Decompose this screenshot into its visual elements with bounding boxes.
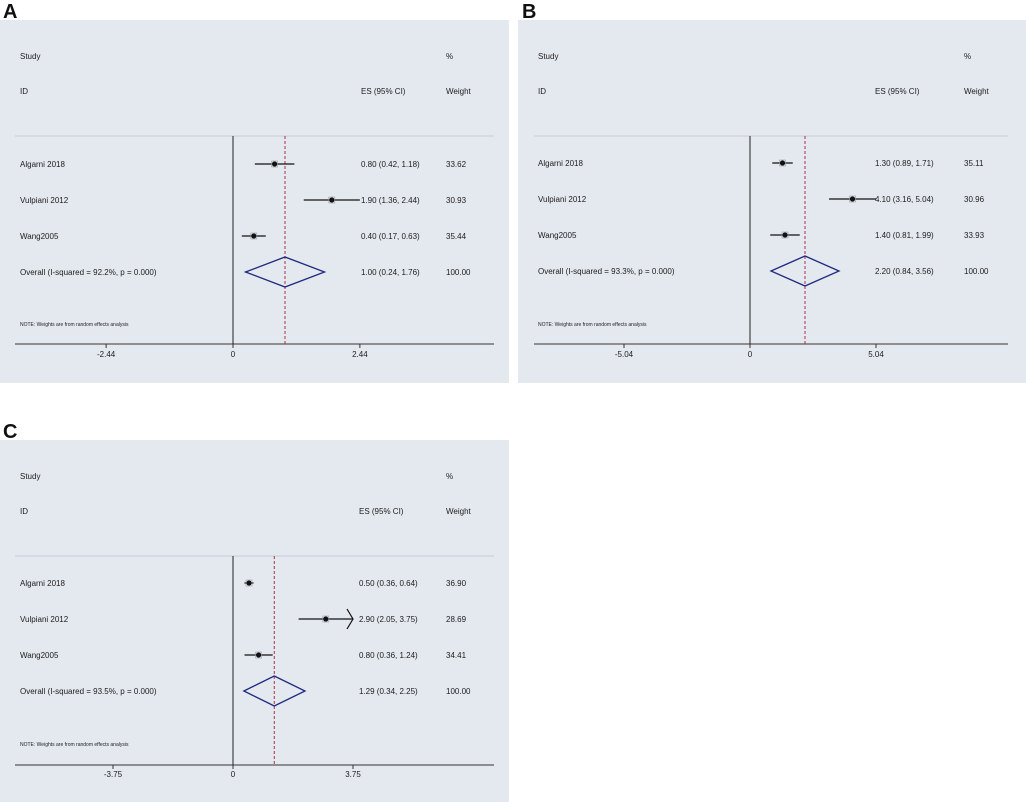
overall-weight: 100.00 [446, 268, 471, 277]
weight-box [271, 160, 278, 168]
weight-box [328, 196, 336, 204]
point-estimate [779, 160, 786, 166]
forest-plot-panel-a: Study ID ES (95% CI)% Weight Algarni 2018 0.8… [0, 20, 509, 383]
weight-box [255, 651, 262, 659]
header-study: Study [538, 52, 558, 61]
study-es-text: 0.80 (0.42, 1.18) [361, 160, 420, 169]
study-name: Vulpiani 2012 [20, 196, 69, 205]
study-weight: 33.62 [446, 160, 467, 169]
study-name: Wang2005 [20, 232, 59, 241]
study-weight: 30.96 [964, 195, 985, 204]
point-estimate [782, 232, 788, 238]
ci-arrow [346, 608, 354, 630]
forest-plot-b: Study ID ES (95% CI)% Weight Algarni 2018 1.3… [534, 52, 1008, 359]
overall-weight: 100.00 [446, 687, 471, 696]
panel-label-b: B [522, 1, 537, 23]
header-weight: Weight [446, 87, 472, 96]
point-estimate [329, 197, 335, 203]
header-weight: Weight [964, 87, 990, 96]
point-estimate [246, 580, 252, 586]
study-name: Algarni 2018 [538, 159, 583, 168]
study-es-text: 1.40 (0.81, 1.99) [875, 231, 934, 240]
overall-diamond [243, 256, 327, 288]
header-weight: Weight [446, 507, 472, 516]
study-weight: 28.69 [446, 615, 467, 624]
study-name: Wang2005 [538, 231, 577, 240]
study-es-text: 4.10 (3.16, 5.04) [875, 195, 934, 204]
forest-plot-a: Study ID ES (95% CI)% Weight Algarni 2018 0.8… [15, 52, 494, 359]
study-es-text: 1.90 (1.36, 2.44) [361, 196, 420, 205]
weight-box [322, 615, 330, 623]
study-es-text: 0.50 (0.36, 0.64) [359, 579, 418, 588]
header-percent: % [446, 472, 453, 481]
header-percent: % [446, 52, 453, 61]
weights-note: NOTE: Weights are from random effects an… [538, 322, 647, 328]
x-tick-label: 0 [231, 350, 236, 359]
forest-plot-c: Study ID ES (95% CI)% Weight Algarni 2018 0.5… [15, 472, 494, 779]
panel-label-a: A [3, 1, 18, 23]
point-estimate [256, 652, 262, 658]
study-name: Vulpiani 2012 [538, 195, 587, 204]
overall-diamond [242, 675, 307, 707]
study-weight: 30.93 [446, 196, 467, 205]
panel-label-c: C [3, 421, 18, 443]
x-tick-label: 3.75 [345, 770, 361, 779]
forest-plot-panel-c: Study ID ES (95% CI)% Weight Algarni 2018 0.5… [0, 440, 509, 802]
overall-diamond [769, 255, 841, 287]
header-id: ID [20, 507, 28, 516]
header-es: ES (95% CI) [361, 87, 406, 96]
header-study: Study [20, 52, 40, 61]
weight-box [781, 231, 789, 239]
header-study: Study [20, 472, 40, 481]
overall-weight: 100.00 [964, 267, 989, 276]
overall-label: Overall (I-squared = 92.2%, p = 0.000) [20, 268, 157, 277]
study-name: Vulpiani 2012 [20, 615, 69, 624]
weight-box [849, 195, 856, 203]
x-tick-label: 2.44 [352, 350, 368, 359]
x-tick-label: -3.75 [104, 770, 123, 779]
study-weight: 35.44 [446, 232, 467, 241]
study-name: Algarni 2018 [20, 579, 65, 588]
header-es: ES (95% CI) [875, 87, 920, 96]
x-tick-label: 5.04 [868, 350, 884, 359]
x-tick-label: 0 [748, 350, 753, 359]
x-tick-label: 0 [231, 770, 236, 779]
header-percent: % [964, 52, 971, 61]
study-weight: 35.11 [964, 159, 984, 168]
x-tick-label: -2.44 [97, 350, 116, 359]
overall-label: Overall (I-squared = 93.5%, p = 0.000) [20, 687, 157, 696]
x-tick-label: -5.04 [615, 350, 634, 359]
weight-box [779, 159, 786, 167]
header-id: ID [20, 87, 28, 96]
study-name: Algarni 2018 [20, 160, 65, 169]
overall-es-text: 1.29 (0.34, 2.25) [359, 687, 418, 696]
header-es: ES (95% CI) [359, 507, 404, 516]
overall-es-text: 2.20 (0.84, 3.56) [875, 267, 934, 276]
study-es-text: 1.30 (0.89, 1.71) [875, 159, 934, 168]
header-id: ID [538, 87, 546, 96]
point-estimate [251, 233, 257, 239]
point-estimate [849, 196, 856, 202]
point-estimate [272, 161, 278, 167]
study-weight: 33.93 [964, 231, 985, 240]
overall-es-text: 1.00 (0.24, 1.76) [361, 268, 420, 277]
overall-label: Overall (I-squared = 93.3%, p = 0.000) [538, 267, 675, 276]
weight-box [245, 579, 253, 587]
study-weight: 34.41 [446, 651, 467, 660]
study-es-text: 2.90 (2.05, 3.75) [359, 615, 418, 624]
weights-note: NOTE: Weights are from random effects an… [20, 742, 129, 748]
forest-plot-panel-b: Study ID ES (95% CI)% Weight Algarni 2018 1.3… [518, 20, 1026, 383]
study-name: Wang2005 [20, 651, 59, 660]
study-es-text: 0.40 (0.17, 0.63) [361, 232, 420, 241]
weight-box [250, 232, 258, 240]
study-es-text: 0.80 (0.36, 1.24) [359, 651, 418, 660]
point-estimate [323, 616, 329, 622]
weights-note: NOTE: Weights are from random effects an… [20, 322, 129, 328]
study-weight: 36.90 [446, 579, 467, 588]
